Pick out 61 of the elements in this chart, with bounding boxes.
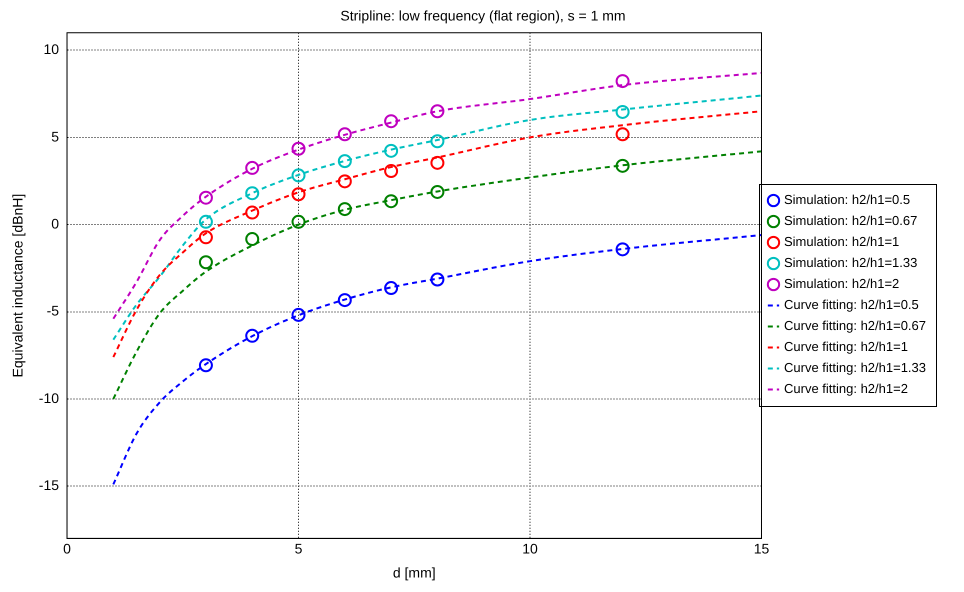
line-series	[112, 234, 762, 486]
point	[338, 174, 352, 188]
point	[198, 214, 213, 229]
point	[245, 232, 260, 246]
point	[430, 134, 444, 148]
point	[245, 206, 260, 220]
point	[430, 156, 444, 170]
y-tick-label: -5	[46, 302, 60, 319]
point	[384, 114, 398, 128]
legend-label: Curve fitting: h2/h1=0.5	[784, 297, 919, 312]
point	[292, 187, 306, 202]
legend-label: Curve fitting: h2/h1=1.33	[784, 360, 926, 376]
point	[616, 127, 630, 142]
point	[292, 142, 306, 156]
legend-label: Simulation: h2/h1=1.33	[784, 255, 918, 270]
x-axis-title: d [mm]	[392, 564, 436, 580]
legend-label: Curve fitting: h2/h1=2	[784, 381, 908, 396]
point	[245, 160, 260, 175]
point	[338, 154, 352, 168]
point	[384, 281, 398, 296]
legend-label: Simulation: h2/h1=2	[784, 276, 900, 292]
x-tick-label: 10	[522, 540, 538, 557]
point	[245, 186, 260, 200]
y-tick-label: 0	[51, 215, 60, 232]
point	[198, 255, 213, 270]
legend-label: Simulation: h2/h1=1	[784, 234, 900, 250]
x-tick-label: 0	[63, 540, 72, 557]
point	[198, 358, 213, 372]
y-tick-label: -15	[38, 476, 60, 493]
y-tick-label: -10	[38, 390, 60, 406]
point	[616, 242, 630, 256]
legend-label: Curve fitting: h2/h1=1	[784, 339, 908, 354]
point	[245, 328, 260, 343]
point	[384, 164, 398, 178]
line-series	[112, 72, 762, 320]
legend-label: Curve fitting: h2/h1=0.67	[784, 318, 926, 334]
x-tick-label: 15	[754, 540, 770, 557]
legend-label: Simulation: h2/h1=0.5	[784, 192, 910, 208]
y-tick-label: 5	[51, 128, 60, 144]
legend-label: Simulation: h2/h1=0.67	[784, 213, 918, 228]
y-axis-title: Equivalent inductance [dBnH]	[9, 194, 26, 378]
point	[292, 168, 306, 182]
x-tick-label: 5	[294, 540, 303, 557]
point	[616, 158, 630, 173]
point	[338, 127, 352, 142]
line-series	[112, 150, 762, 400]
point	[384, 144, 398, 158]
point	[616, 74, 630, 88]
point	[198, 230, 213, 244]
point	[292, 214, 306, 229]
point	[430, 104, 444, 118]
point	[430, 272, 444, 286]
point	[384, 194, 398, 208]
chart-title: Stripline: low frequency (flat region), s = 1 mm	[340, 7, 626, 24]
point	[430, 184, 444, 199]
y-tick-label: 10	[43, 41, 60, 58]
point	[198, 190, 213, 205]
point	[616, 104, 630, 119]
point	[292, 308, 306, 322]
point	[338, 293, 352, 308]
point	[338, 202, 352, 216]
